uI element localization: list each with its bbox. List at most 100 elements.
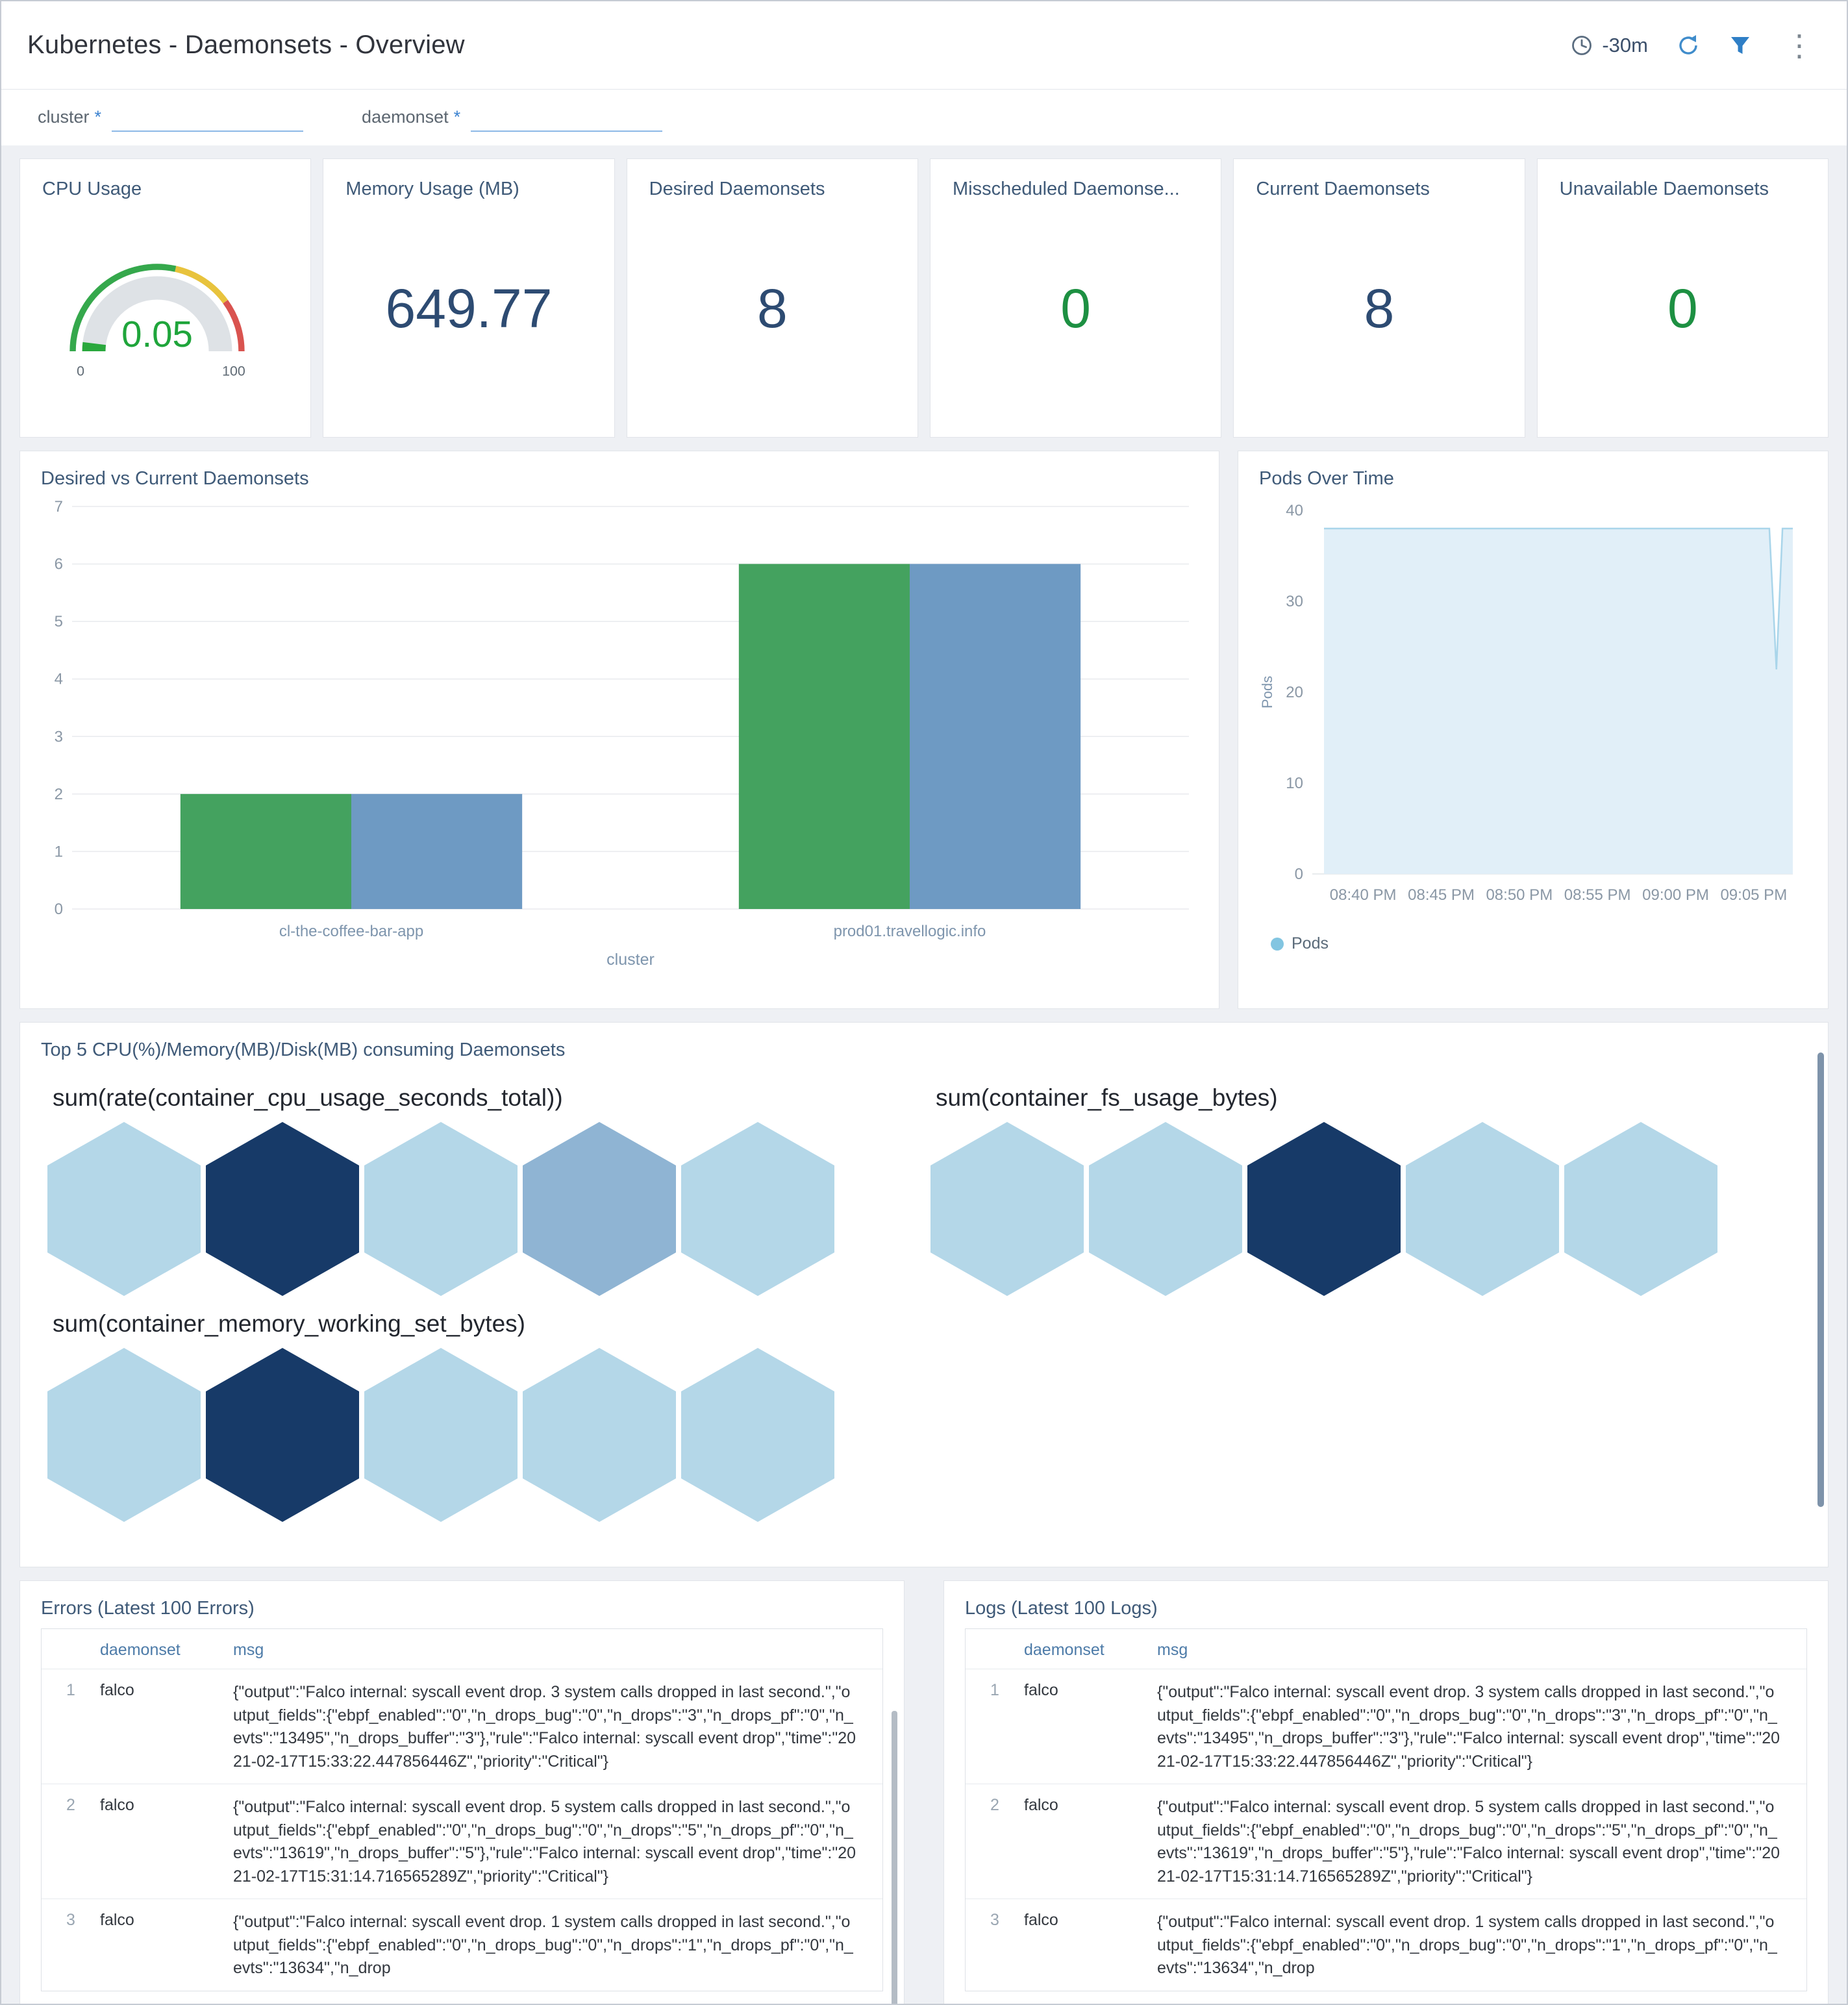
cpu-gauge: 0.05 0 100 xyxy=(42,200,288,417)
honeycomb-grid: sum(rate(container_cpu_usage_seconds_tot… xyxy=(41,1070,1807,1522)
hexagon-cell[interactable] xyxy=(206,1122,359,1296)
svg-text:2: 2 xyxy=(55,786,63,803)
panel-title: Top 5 CPU(%)/Memory(MB)/Disk(MB) consumi… xyxy=(41,1040,566,1060)
svg-text:10: 10 xyxy=(1286,775,1303,792)
panel-title: Errors (Latest 100 Errors) xyxy=(41,1598,255,1619)
bar-current[interactable] xyxy=(910,564,1081,909)
time-range-control[interactable]: -30m xyxy=(1569,33,1648,58)
hexagon-cell[interactable] xyxy=(930,1122,1084,1296)
table-row[interactable]: 3 falco {"output":"Falco internal: syscall… xyxy=(42,1899,882,1991)
card-title: Memory Usage (MB) xyxy=(345,179,519,199)
pods-over-time-panel: Pods Over Time 0 10 20 30 40 08:40 PM 08:45 PM… xyxy=(1238,451,1829,1009)
row-number: 3 xyxy=(66,1911,75,1929)
bar-desired[interactable] xyxy=(738,564,910,909)
daemonset-cell: falco xyxy=(1024,1911,1058,1929)
svg-text:09:05 PM: 09:05 PM xyxy=(1720,886,1787,904)
hexagon-cell[interactable] xyxy=(47,1348,201,1522)
hexagon-cell[interactable] xyxy=(523,1348,676,1522)
msg-cell: {"output":"Falco internal: syscall event… xyxy=(233,1683,856,1771)
chart-legend: Pods xyxy=(1271,934,1807,953)
hexagon-cell[interactable] xyxy=(206,1348,359,1522)
svg-text:40: 40 xyxy=(1286,502,1303,519)
daemonset-cell: falco xyxy=(100,1796,134,1814)
daemonset-filter: daemonset * xyxy=(362,103,663,132)
daemonset-filter-input[interactable] xyxy=(471,103,663,132)
stat-value: 649.77 xyxy=(385,278,553,339)
svg-text:prod01.travellogic.info: prod01.travellogic.info xyxy=(834,923,986,940)
time-range-label: -30m xyxy=(1602,33,1648,56)
hexagon-cell[interactable] xyxy=(364,1348,518,1522)
row-number: 1 xyxy=(66,1681,75,1699)
hexagon-cell[interactable] xyxy=(681,1348,834,1522)
column-header-daemonset: daemonset xyxy=(100,1641,181,1659)
filter-icon[interactable] xyxy=(1729,34,1752,57)
svg-text:5: 5 xyxy=(55,613,63,630)
svg-text:4: 4 xyxy=(55,671,63,688)
bottom-row: Errors (Latest 100 Errors) daemonset msg 1… xyxy=(19,1580,1829,2004)
desired-daemonsets-card: Desired Daemonsets 8 xyxy=(626,158,918,438)
kebab-menu-icon[interactable]: ⋮ xyxy=(1784,28,1814,62)
unavailable-daemonsets-card: Unavailable Daemonsets 0 xyxy=(1536,158,1829,438)
svg-text:7: 7 xyxy=(55,499,63,516)
hexagon-cell[interactable] xyxy=(364,1122,518,1296)
honeycomb-title: sum(rate(container_cpu_usage_seconds_tot… xyxy=(53,1084,563,1111)
refresh-icon[interactable] xyxy=(1677,34,1700,57)
svg-text:09:00 PM: 09:00 PM xyxy=(1642,886,1709,904)
charts-row: Desired vs Current Daemonsets 0 1 2 3 4 5 6 7 cl… xyxy=(19,451,1829,1009)
msg-cell: {"output":"Falco internal: syscall event… xyxy=(1157,1798,1780,1886)
cpu-honeycomb: sum(rate(container_cpu_usage_seconds_tot… xyxy=(41,1070,924,1296)
hexagon-cell[interactable] xyxy=(47,1122,201,1296)
table-row[interactable]: 2 falco {"output":"Falco internal: syscall… xyxy=(966,1784,1806,1899)
errors-panel: Errors (Latest 100 Errors) daemonset msg 1… xyxy=(19,1580,905,2004)
svg-text:0.05: 0.05 xyxy=(121,314,193,355)
current-daemonsets-card: Current Daemonsets 8 xyxy=(1233,158,1525,438)
bar-current[interactable] xyxy=(351,793,523,909)
bar-desired[interactable] xyxy=(180,793,351,909)
card-title: Desired Daemonsets xyxy=(649,179,825,199)
hexagon-cell[interactable] xyxy=(1406,1122,1559,1296)
hexagon-cell[interactable] xyxy=(523,1122,676,1296)
table-row[interactable]: 1 falco {"output":"Falco internal: syscall… xyxy=(42,1669,882,1784)
cluster-filter-input[interactable] xyxy=(112,103,304,132)
card-title: Misscheduled Daemonse... xyxy=(953,179,1180,199)
svg-text:0: 0 xyxy=(1295,866,1303,883)
hex-row xyxy=(47,1122,924,1296)
hex-row xyxy=(930,1122,1807,1296)
daemonset-cell: falco xyxy=(1024,1681,1058,1699)
hexagon-cell[interactable] xyxy=(1564,1122,1717,1296)
svg-text:1: 1 xyxy=(55,843,63,860)
stat-value: 8 xyxy=(756,278,788,339)
memory-usage-card: Memory Usage (MB) 649.77 xyxy=(323,158,615,438)
dashboard-header: Kubernetes - Daemonsets - Overview -30m … xyxy=(1,1,1847,90)
msg-cell: {"output":"Falco internal: syscall event… xyxy=(1157,1683,1780,1771)
daemonset-cell: falco xyxy=(100,1681,134,1699)
svg-text:20: 20 xyxy=(1286,684,1303,701)
hexagon-cell[interactable] xyxy=(681,1122,834,1296)
hex-row xyxy=(47,1348,924,1522)
desired-vs-current-panel: Desired vs Current Daemonsets 0 1 2 3 4 5 6 7 cl… xyxy=(19,451,1219,1009)
pods-area[interactable] xyxy=(1324,529,1793,874)
pods-area-chart: 0 10 20 30 40 08:40 PM 08:45 PM 08:50 PM 08:55 P… xyxy=(1259,499,1807,930)
svg-text:08:50 PM: 08:50 PM xyxy=(1486,886,1553,904)
logs-panel: Logs (Latest 100 Logs) daemonset msg 1 falc… xyxy=(943,1580,1829,2004)
logs-table: daemonset msg 1 falco {"output":"Falco inter… xyxy=(965,1628,1807,1991)
table-row[interactable]: 3 falco {"output":"Falco internal: syscall… xyxy=(966,1899,1806,1991)
memory-honeycomb: sum(container_memory_working_set_bytes) xyxy=(41,1296,924,1522)
vertical-scrollbar[interactable] xyxy=(1817,1052,1824,1507)
hexagon-cell[interactable] xyxy=(1247,1122,1401,1296)
hexagon-cell[interactable] xyxy=(1089,1122,1242,1296)
misscheduled-daemonsets-card: Misscheduled Daemonse... 0 xyxy=(930,158,1222,438)
table-row[interactable]: 1 falco {"output":"Falco internal: syscall… xyxy=(966,1669,1806,1784)
required-marker: * xyxy=(94,106,102,127)
table-row[interactable]: 2 falco {"output":"Falco internal: syscall… xyxy=(42,1784,882,1899)
page-title: Kubernetes - Daemonsets - Overview xyxy=(27,31,465,59)
table-header: daemonset msg xyxy=(966,1629,1806,1669)
row-number: 2 xyxy=(66,1796,75,1814)
cpu-usage-card: CPU Usage 0.05 0 100 xyxy=(19,158,312,438)
cluster-filter-label: cluster xyxy=(38,106,90,127)
column-header-daemonset: daemonset xyxy=(1024,1641,1105,1659)
svg-text:08:45 PM: 08:45 PM xyxy=(1408,886,1475,904)
stats-row: CPU Usage 0.05 0 100 Memory Usage (MB) 649… xyxy=(19,158,1829,438)
vertical-scrollbar[interactable] xyxy=(892,1711,897,2004)
